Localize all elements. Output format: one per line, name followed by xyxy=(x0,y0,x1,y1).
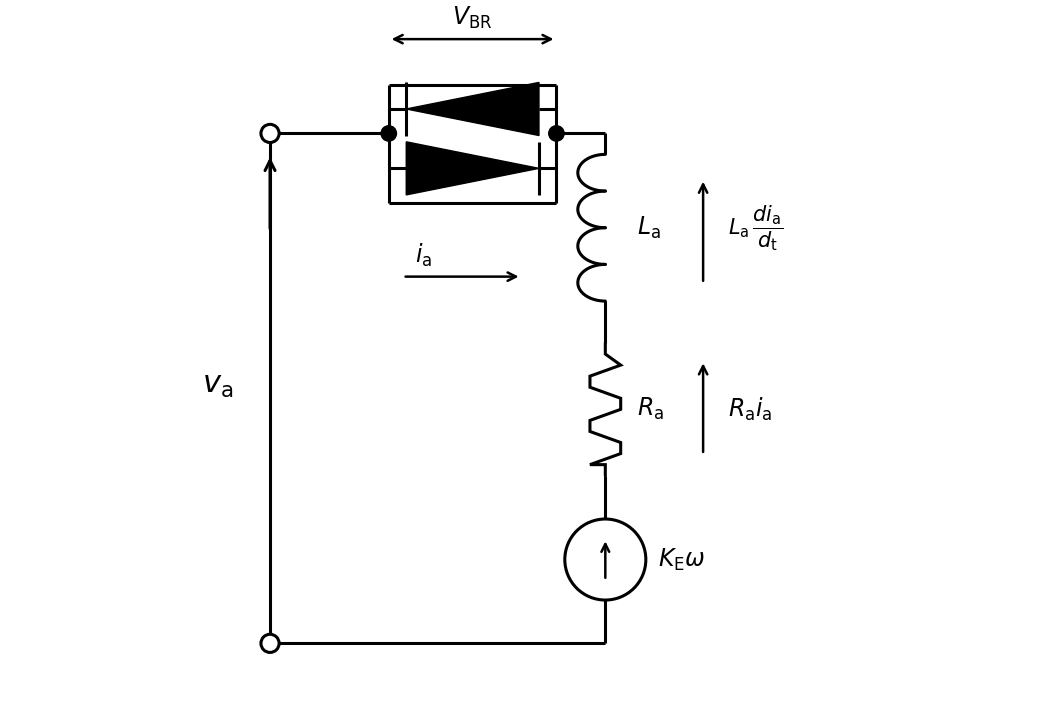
Text: $K_{\mathrm{E}}\omega$: $K_{\mathrm{E}}\omega$ xyxy=(658,547,705,573)
Text: $i_{\mathrm{a}}$: $i_{\mathrm{a}}$ xyxy=(415,242,432,269)
Circle shape xyxy=(261,124,280,143)
Text: $L_{\mathrm{a}}$: $L_{\mathrm{a}}$ xyxy=(637,215,660,241)
Circle shape xyxy=(381,125,396,141)
Polygon shape xyxy=(406,142,539,195)
Text: $R_{\mathrm{a}}i_{\mathrm{a}}$: $R_{\mathrm{a}}i_{\mathrm{a}}$ xyxy=(728,396,772,423)
Text: $v_{\mathrm{a}}$: $v_{\mathrm{a}}$ xyxy=(202,369,234,401)
Circle shape xyxy=(261,635,280,652)
Polygon shape xyxy=(406,82,539,135)
Text: $L_{\mathrm{a}}\,\dfrac{di_{\mathrm{a}}}{d_{\mathrm{t}}}$: $L_{\mathrm{a}}\,\dfrac{di_{\mathrm{a}}}… xyxy=(728,203,782,252)
Circle shape xyxy=(549,125,564,141)
Text: $V_{\mathrm{BR}}$: $V_{\mathrm{BR}}$ xyxy=(453,5,493,31)
Text: $R_{\mathrm{a}}$: $R_{\mathrm{a}}$ xyxy=(637,396,663,423)
